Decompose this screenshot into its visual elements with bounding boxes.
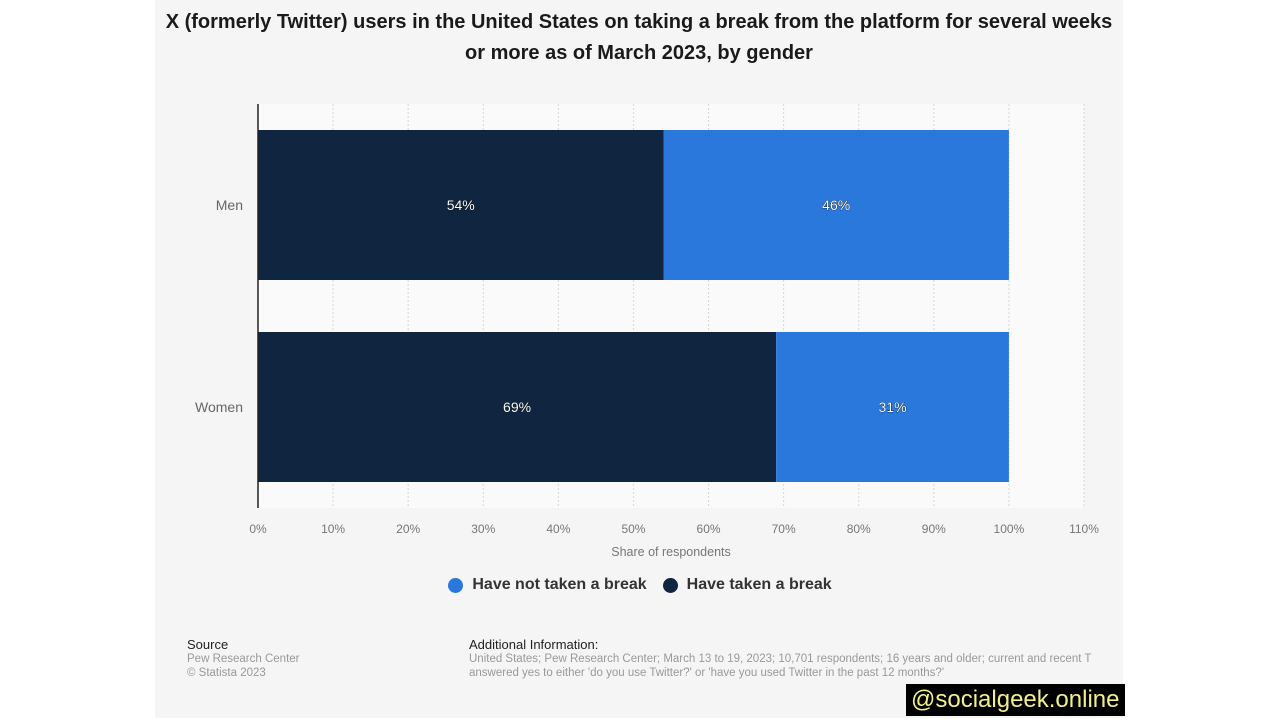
- data-label: 54%: [447, 197, 475, 213]
- source-heading: Source: [187, 637, 229, 652]
- additional-info-line: answered yes to either 'do you use Twitt…: [469, 667, 945, 679]
- bar-segment: [776, 332, 1009, 482]
- legend-dot-icon: [448, 577, 464, 593]
- x-tick-label: 70%: [772, 522, 796, 536]
- source-block: Source Pew Research Center © Statista 20…: [187, 637, 300, 680]
- x-tick-label: 60%: [697, 522, 721, 536]
- additional-info-heading: Additional Information:: [469, 637, 599, 652]
- y-category-label: Men: [216, 197, 243, 213]
- x-tick-label: 0%: [249, 522, 267, 536]
- chart-title: X (formerly Twitter) users in the United…: [165, 11, 1113, 64]
- x-tick-label: 30%: [471, 522, 495, 536]
- x-tick-label: 100%: [994, 522, 1025, 536]
- data-label: 69%: [503, 399, 531, 415]
- legend-item-taken[interactable]: Have taken a break: [662, 576, 832, 594]
- x-tick-label: 10%: [321, 522, 345, 536]
- x-tick-label: 50%: [621, 522, 645, 536]
- legend-dot-icon: [662, 577, 678, 593]
- x-tick-label: 80%: [847, 522, 871, 536]
- additional-info-line: United States; Pew Research Center; Marc…: [469, 653, 1092, 665]
- legend-label: Have not taken a break: [472, 576, 647, 593]
- x-tick-label: 90%: [922, 522, 946, 536]
- y-category-label: Women: [195, 399, 243, 415]
- legend: Have not taken a break Have taken a brea…: [0, 576, 1280, 594]
- x-tick-label: 20%: [396, 522, 420, 536]
- data-label: 46%: [822, 197, 850, 213]
- bar-segment: [258, 332, 777, 482]
- bar-segment: [258, 130, 664, 280]
- x-axis-title: Share of respondents: [611, 545, 731, 559]
- legend-item-not-taken[interactable]: Have not taken a break: [448, 576, 647, 594]
- source-line[interactable]: Pew Research Center: [187, 653, 300, 665]
- bar-segment: [663, 130, 1009, 280]
- data-label: 31%: [879, 399, 907, 415]
- watermark: @socialgeek.online: [906, 684, 1125, 716]
- copyright-line: © Statista 2023: [187, 667, 266, 679]
- x-tick-label: 40%: [546, 522, 570, 536]
- legend-label: Have taken a break: [686, 576, 832, 593]
- x-tick-label: 110%: [1069, 522, 1099, 536]
- additional-info-block: Additional Information: United States; P…: [469, 637, 1123, 680]
